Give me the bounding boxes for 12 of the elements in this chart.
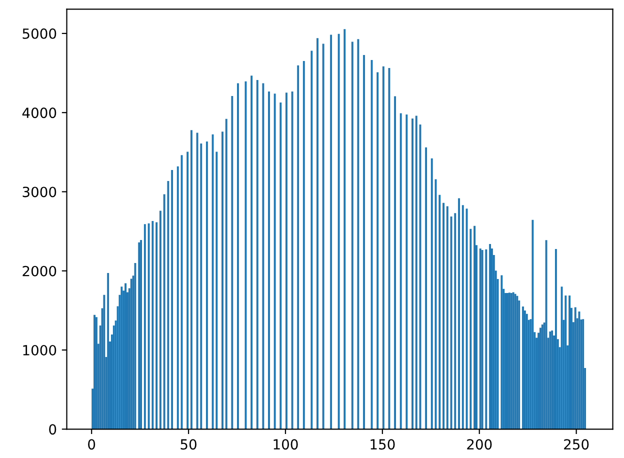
y-tick-label: 1000	[23, 344, 56, 356]
x-tick-label: 250	[564, 439, 589, 450]
y-tick-label: 0	[49, 424, 56, 435]
x-tick-label: 0	[88, 439, 96, 450]
y-tick-label: 5000	[22, 28, 56, 39]
y-tick-label: 3000	[22, 186, 56, 198]
x-tick-label: 50	[180, 439, 196, 450]
y-tick-label: 4000	[22, 108, 56, 118]
x-tick-label: 150	[370, 439, 395, 450]
x-tick-label: 100	[274, 439, 298, 450]
y-tick-label: 2000	[22, 266, 56, 276]
x-tick-label: 200	[467, 439, 492, 450]
